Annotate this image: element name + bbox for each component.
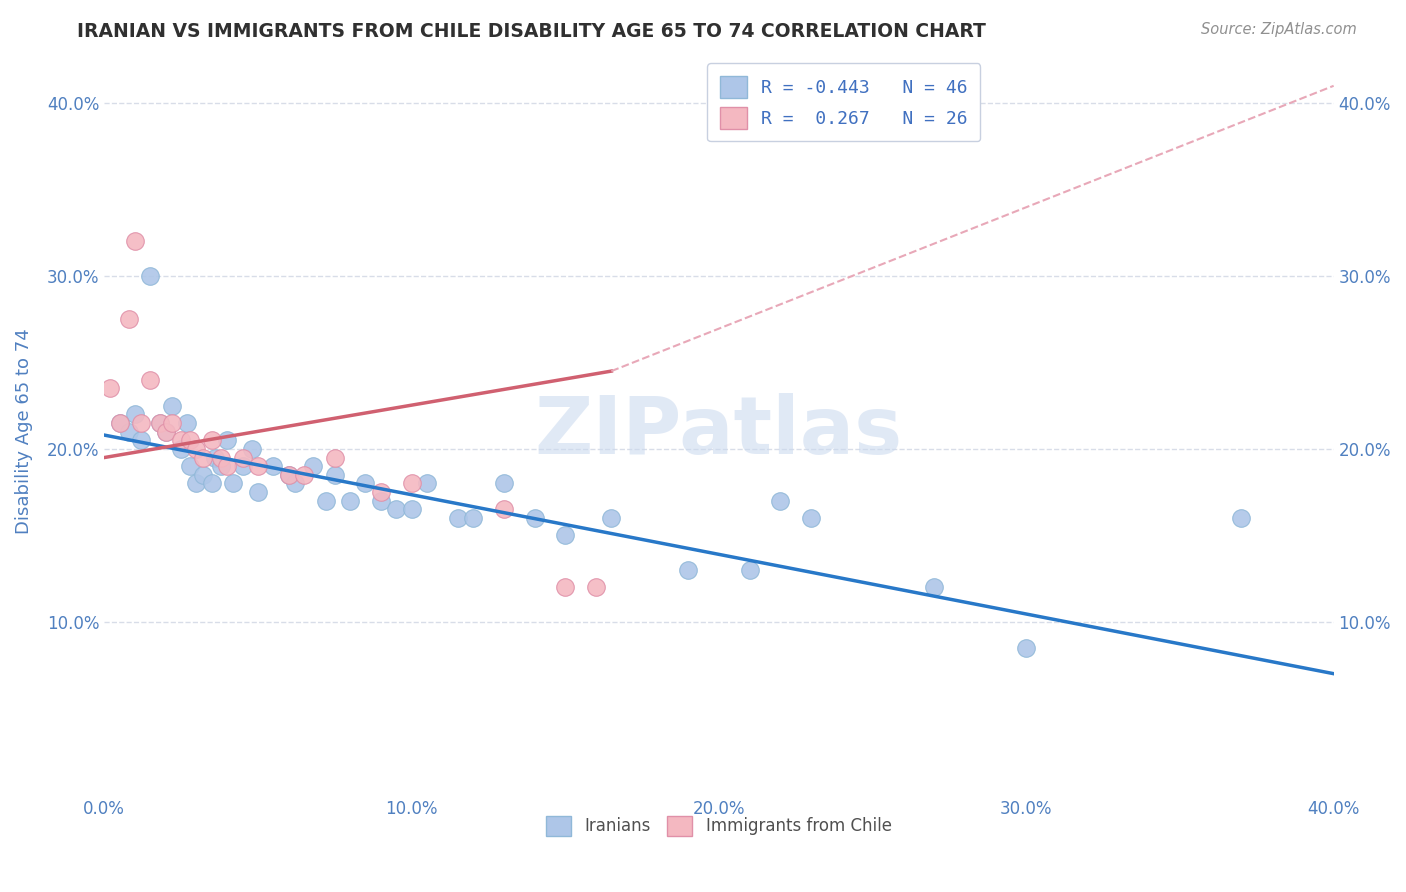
Point <box>354 476 377 491</box>
Y-axis label: Disability Age 65 to 74: Disability Age 65 to 74 <box>15 329 32 534</box>
Point <box>201 434 224 448</box>
Point <box>191 467 214 482</box>
Point <box>191 450 214 465</box>
Point <box>416 476 439 491</box>
Point <box>277 467 299 482</box>
Point <box>155 425 177 439</box>
Point <box>401 476 423 491</box>
Point <box>118 425 141 439</box>
Point <box>1015 640 1038 655</box>
Point <box>217 459 239 474</box>
Point <box>277 467 299 482</box>
Point <box>129 416 152 430</box>
Point <box>600 511 623 525</box>
Point <box>401 502 423 516</box>
Point <box>370 485 392 500</box>
Point <box>315 493 337 508</box>
Point <box>240 442 263 456</box>
Point <box>139 268 162 283</box>
Point <box>201 476 224 491</box>
Point <box>232 450 254 465</box>
Point <box>160 416 183 430</box>
Point <box>554 580 576 594</box>
Point <box>284 476 307 491</box>
Point <box>170 442 193 456</box>
Point <box>118 312 141 326</box>
Point <box>232 459 254 474</box>
Point <box>262 459 284 474</box>
Point <box>246 485 269 500</box>
Point <box>246 459 269 474</box>
Point <box>302 459 325 474</box>
Point <box>585 580 607 594</box>
Text: Source: ZipAtlas.com: Source: ZipAtlas.com <box>1201 22 1357 37</box>
Point <box>176 416 198 430</box>
Point <box>124 235 146 249</box>
Point <box>461 511 484 525</box>
Point <box>447 511 470 525</box>
Point <box>738 563 761 577</box>
Point <box>769 493 792 508</box>
Point <box>148 416 170 430</box>
Point <box>204 450 226 465</box>
Point <box>922 580 945 594</box>
Point <box>370 493 392 508</box>
Point <box>323 467 346 482</box>
Point <box>139 373 162 387</box>
Point <box>186 442 208 456</box>
Point <box>292 467 315 482</box>
Point <box>217 434 239 448</box>
Point <box>492 476 515 491</box>
Point <box>800 511 823 525</box>
Point <box>209 450 232 465</box>
Point <box>129 434 152 448</box>
Point <box>385 502 408 516</box>
Text: ZIPatlas: ZIPatlas <box>534 392 903 471</box>
Point <box>222 476 245 491</box>
Point <box>186 476 208 491</box>
Point <box>108 416 131 430</box>
Point <box>676 563 699 577</box>
Point <box>1230 511 1253 525</box>
Point <box>100 381 122 395</box>
Point <box>323 450 346 465</box>
Point <box>179 459 201 474</box>
Point <box>554 528 576 542</box>
Point <box>155 425 177 439</box>
Legend: Iranians, Immigrants from Chile: Iranians, Immigrants from Chile <box>537 807 900 845</box>
Point <box>179 434 201 448</box>
Point <box>492 502 515 516</box>
Point <box>160 399 183 413</box>
Text: IRANIAN VS IMMIGRANTS FROM CHILE DISABILITY AGE 65 TO 74 CORRELATION CHART: IRANIAN VS IMMIGRANTS FROM CHILE DISABIL… <box>77 22 986 41</box>
Point <box>124 407 146 421</box>
Point <box>170 434 193 448</box>
Point <box>148 416 170 430</box>
Point <box>523 511 546 525</box>
Point <box>339 493 361 508</box>
Point <box>209 459 232 474</box>
Point <box>108 416 131 430</box>
